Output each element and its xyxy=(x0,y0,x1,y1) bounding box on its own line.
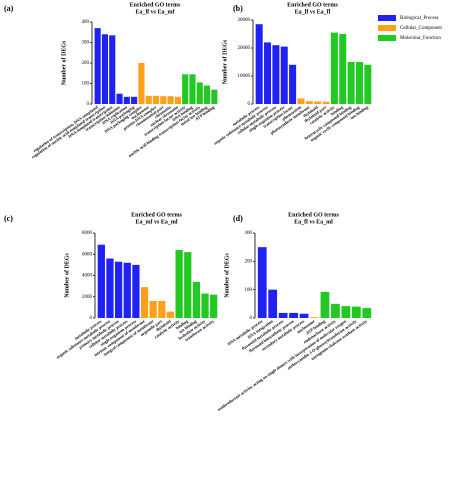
y-tick-label: 100 xyxy=(82,82,90,87)
bar xyxy=(149,301,157,318)
legend-label: Biological_Process xyxy=(400,16,439,21)
y-tick-label: 6000 xyxy=(82,252,93,257)
bar xyxy=(196,82,203,104)
y-axis-label: Number of DEGs xyxy=(222,39,228,84)
panel-label: (d) xyxy=(233,214,243,223)
y-tick-label: 0 xyxy=(90,316,93,321)
bar xyxy=(364,64,372,104)
bar xyxy=(268,289,278,318)
legend-label: Molecular_Function xyxy=(400,36,441,41)
bar xyxy=(116,93,123,104)
y-tick-label: 4000 xyxy=(82,274,93,279)
bar xyxy=(184,252,192,318)
bar xyxy=(94,28,101,104)
y-tick-label: 30000 xyxy=(238,18,251,23)
y-tick-label: 300 xyxy=(82,41,90,46)
bar xyxy=(152,95,160,104)
y-tick-label: 300 xyxy=(245,231,253,236)
bar xyxy=(160,96,167,104)
legend-swatch xyxy=(378,35,396,41)
bar xyxy=(314,101,322,104)
y-tick-label: 100 xyxy=(245,288,253,293)
bar xyxy=(203,85,211,104)
bar xyxy=(355,62,363,104)
bar xyxy=(310,317,319,318)
bar xyxy=(280,46,288,104)
bar xyxy=(347,62,355,104)
y-axis-label: Number of DEGs xyxy=(224,253,230,298)
bar xyxy=(167,96,174,104)
y-tick-label: 8000 xyxy=(82,231,93,236)
bar xyxy=(211,89,218,104)
bar xyxy=(362,308,372,318)
chart-title: Enriched GO terms xyxy=(130,2,181,8)
bar xyxy=(132,264,140,318)
panel-label: (a) xyxy=(4,4,14,13)
bar xyxy=(289,312,298,318)
bar xyxy=(175,250,183,318)
x-tick-label: regulation of nucleic acid-templated tra… xyxy=(30,104,106,159)
bar xyxy=(339,34,347,104)
bar xyxy=(289,64,297,104)
bar xyxy=(158,301,166,318)
bar xyxy=(330,32,338,104)
y-tick-label: 400 xyxy=(82,20,90,25)
bar xyxy=(299,313,309,318)
bar xyxy=(145,95,152,104)
bar xyxy=(351,306,361,318)
y-axis-label: Number of DEGs xyxy=(64,253,70,298)
bar xyxy=(189,74,196,104)
y-tick-label: 2000 xyxy=(82,295,93,300)
bar xyxy=(278,312,288,318)
chart-subtitle: Ea_lf vs Ea_fl xyxy=(295,9,331,15)
y-tick-label: 200 xyxy=(82,61,90,66)
bar xyxy=(123,96,130,104)
bar xyxy=(109,35,116,105)
y-tick-label: 0 xyxy=(87,102,90,107)
y-tick-label: 20000 xyxy=(238,46,251,51)
chart-title: Enriched GO terms xyxy=(131,212,182,218)
y-tick-label: 0 xyxy=(250,316,253,321)
legend-swatch xyxy=(378,15,396,21)
bar xyxy=(140,287,149,318)
bar xyxy=(138,63,145,104)
chart-subtitle: Ea_fl vs Ea_ml xyxy=(294,219,333,225)
panel-label: (c) xyxy=(4,214,13,223)
bar xyxy=(174,96,181,104)
chart-title: Enriched GO terms xyxy=(288,212,339,218)
bar xyxy=(114,261,123,318)
y-tick-label: 10000 xyxy=(238,74,251,79)
bar xyxy=(210,294,218,318)
bar xyxy=(97,244,105,318)
y-tick-label: 200 xyxy=(245,259,253,264)
bar xyxy=(264,42,272,104)
bar xyxy=(166,311,175,318)
bar xyxy=(131,96,138,104)
y-tick-label: 0 xyxy=(248,102,251,107)
chart-title: Enriched GO terms xyxy=(287,2,338,8)
bar xyxy=(192,281,201,318)
bar xyxy=(322,101,330,104)
y-axis-label: Number of DEGs xyxy=(61,40,67,85)
bar xyxy=(297,98,305,104)
bar xyxy=(182,74,189,104)
legend-label: Cellular_Component xyxy=(400,26,443,31)
bar xyxy=(257,247,267,318)
bar xyxy=(305,101,313,104)
bar xyxy=(123,262,131,318)
bar xyxy=(331,303,340,318)
bar xyxy=(255,24,263,105)
chart-subtitle: Ea_lf vs Ea_mf xyxy=(136,9,176,15)
legend-swatch xyxy=(378,25,396,31)
chart-subtitle: Ea_mf vs Ea_ml xyxy=(136,219,178,225)
bar xyxy=(201,293,209,318)
bar xyxy=(320,291,330,318)
bar xyxy=(272,45,280,104)
bar xyxy=(101,34,109,104)
bar xyxy=(341,306,351,318)
panel-label: (b) xyxy=(233,4,243,13)
bar xyxy=(106,258,114,318)
